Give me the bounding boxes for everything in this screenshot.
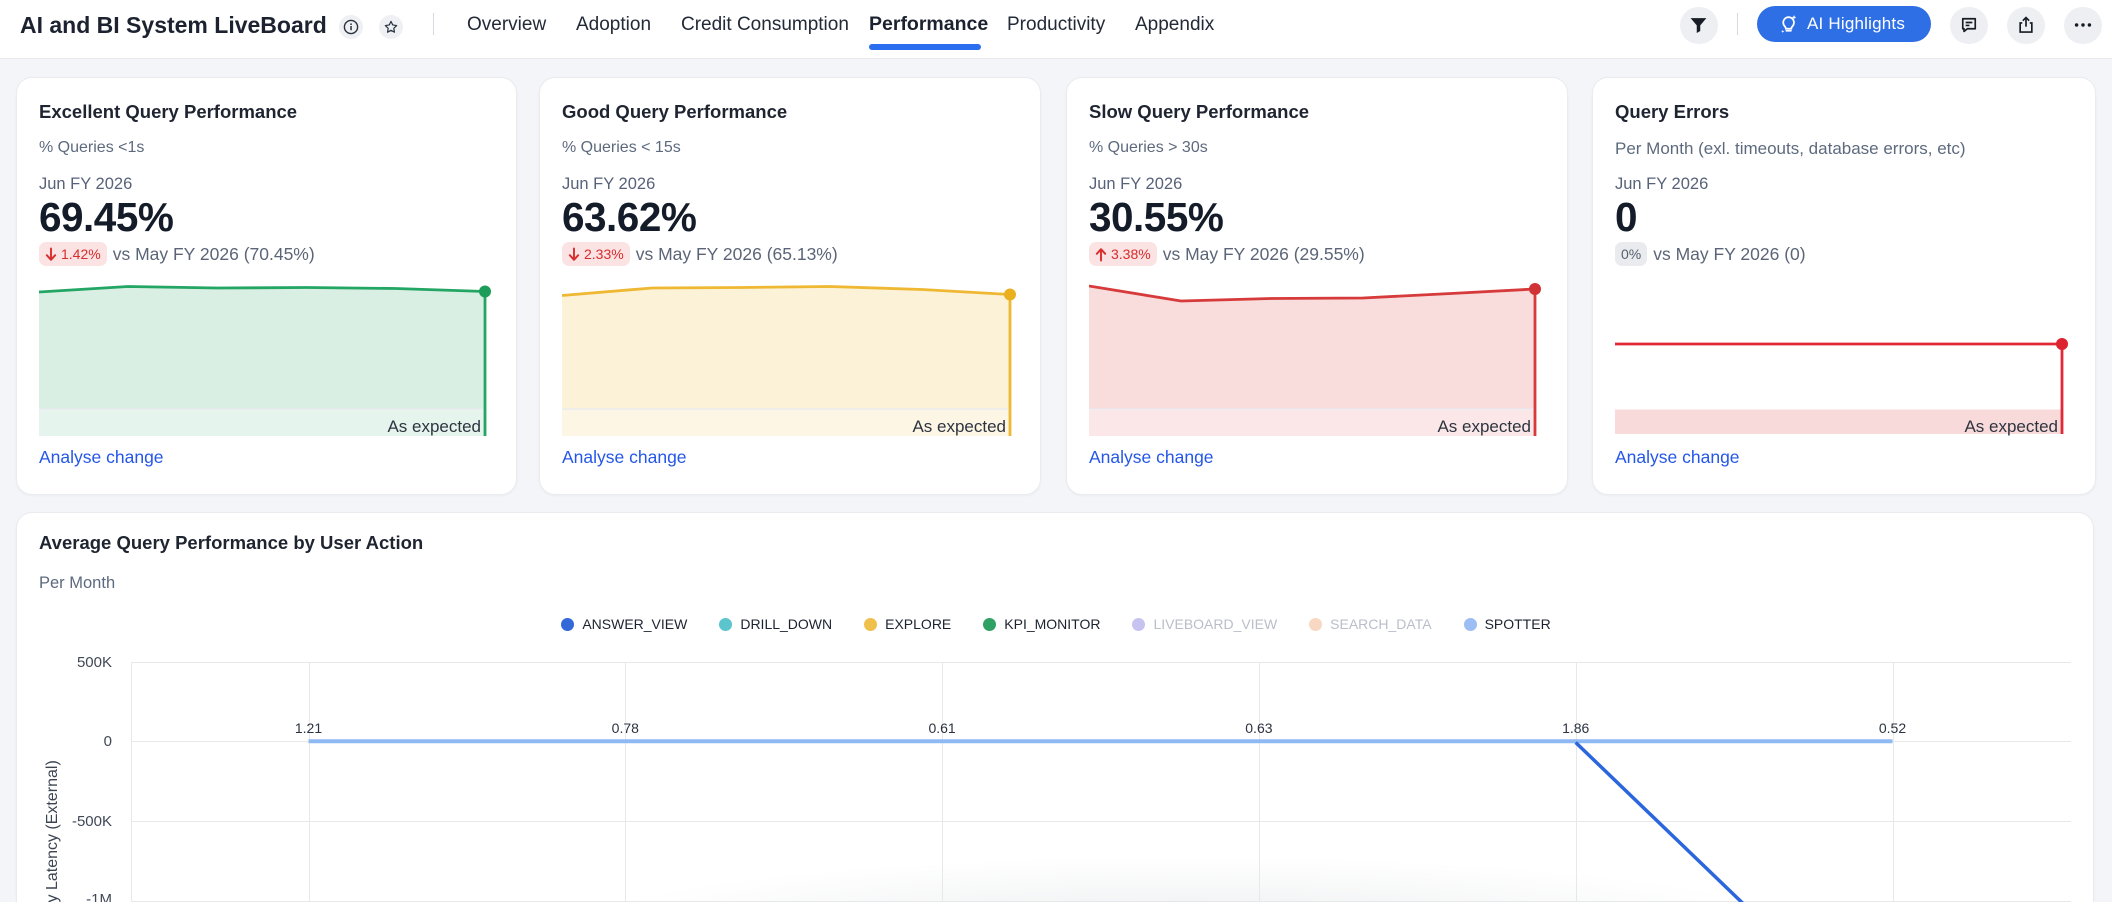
svg-text:As expected: As expected bbox=[1437, 417, 1531, 436]
svg-text:As expected: As expected bbox=[387, 417, 481, 436]
svg-text:As expected: As expected bbox=[912, 417, 1006, 436]
svg-text:As expected: As expected bbox=[1964, 417, 2058, 436]
